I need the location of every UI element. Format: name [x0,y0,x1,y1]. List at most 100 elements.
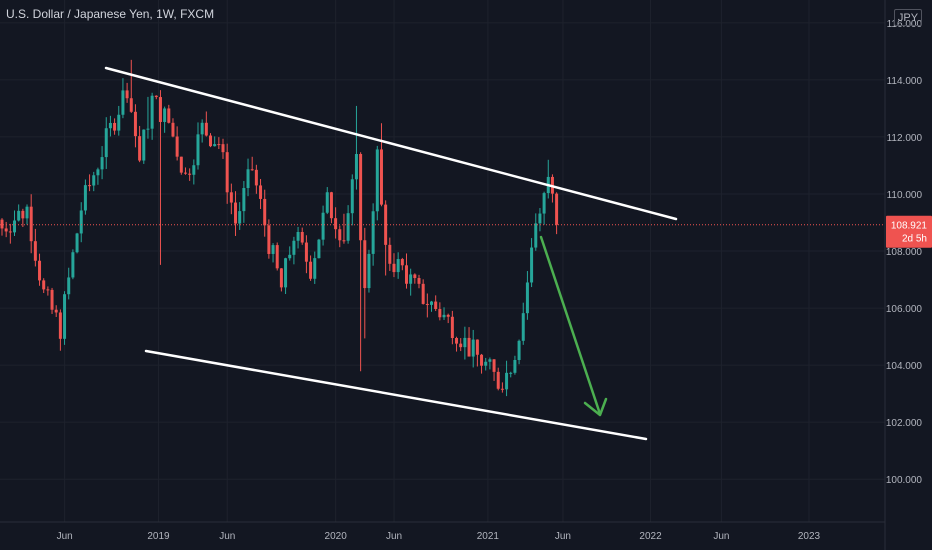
candle-body [434,301,438,310]
candle-body [455,338,459,344]
candle-body [413,274,417,279]
candle-body [254,169,258,186]
y-tick-label: 116.000 [887,19,923,30]
candle-body [471,339,475,357]
candle-body [171,122,175,137]
candle-body [492,359,496,372]
candle-body [142,129,146,161]
candle-body [379,149,383,205]
candle-body [234,202,238,224]
candle-body [200,122,204,135]
candle-body [88,185,92,187]
y-tick-label: 104.000 [886,361,923,372]
candle-body [555,193,559,225]
upper-trendline[interactable] [104,66,678,221]
candle-body [542,193,546,214]
candle-body [446,314,450,317]
x-tick-label: 2019 [147,531,170,542]
last-price-value: 108.921 [891,221,928,232]
candle-body [279,268,283,288]
x-tick-label: Jun [57,531,73,542]
currency-button[interactable]: JPY [894,9,922,26]
y-tick-label: 102.000 [886,418,923,429]
candle-body [17,210,21,221]
candle-body [13,220,17,233]
candle-body [221,144,225,153]
candle-body [125,90,129,99]
candle-body [354,153,358,180]
candle-body [163,108,167,122]
candle-body [309,261,313,279]
lower-trendline[interactable] [144,349,648,441]
candle-body [271,245,275,254]
candle-body [179,156,183,173]
candle-body [238,211,242,224]
candle-body [392,263,396,273]
x-tick-label: Jun [386,531,402,542]
x-tick-label: 2022 [639,531,662,542]
candle-body [267,225,271,254]
candle-body [384,204,388,245]
y-tick-label: 110.000 [887,190,923,201]
candle-body [46,289,50,291]
candle-body [467,337,471,357]
y-tick-label: 106.000 [886,304,923,315]
candle-body [400,259,404,266]
candle-body [329,192,333,219]
x-tick-label: Jun [219,531,235,542]
candle-body [438,309,442,318]
candle-body [108,122,112,129]
candle-body [375,149,379,212]
candle-body [38,260,42,281]
candle-body [450,316,454,339]
candle-body [409,274,413,284]
candle-body [92,175,96,186]
candle-body [0,219,4,229]
candle-body [113,122,117,131]
candle-body [4,228,8,232]
y-tick-label: 100.000 [886,475,923,486]
candle-body [83,185,87,211]
candle-body [505,372,509,390]
x-tick-label: 2021 [477,531,500,542]
candle-body [496,371,500,389]
candle-body [334,218,338,230]
candle-body [133,111,137,137]
candle-body [313,258,317,279]
candle-body [284,258,288,288]
candle-body [525,282,529,314]
candle-body [342,240,346,242]
candle-body [100,157,104,170]
candle-body [58,312,62,339]
bar-countdown: 2d 5h [902,234,927,245]
candle-body [121,90,125,115]
candle-body [534,223,538,248]
candle-body [8,231,12,233]
candle-body [229,192,233,203]
candle-body [75,233,79,253]
candle-body [388,244,392,264]
candle-body [404,265,408,284]
candle-body [475,339,479,355]
candle-body [321,212,325,240]
candle-body [158,97,162,122]
candle-body [217,144,221,146]
candle-body [146,128,150,130]
candle-body [183,172,187,174]
chart-title: U.S. Dollar / Japanese Yen, 1W, FXCM [6,7,215,21]
last-price-tag [886,215,932,248]
y-tick-label: 112.000 [887,133,923,144]
projection-arrow-shaft[interactable] [539,235,602,416]
candle-body [292,240,296,255]
candle-body [150,95,154,129]
candle-body [521,313,525,341]
candle-body [459,343,463,348]
candle-body [96,169,100,176]
candle-body [117,114,121,131]
projection-arrow-head[interactable] [583,397,608,417]
candle-body [480,354,484,366]
candle-body [21,210,25,219]
candle-body [242,188,246,212]
